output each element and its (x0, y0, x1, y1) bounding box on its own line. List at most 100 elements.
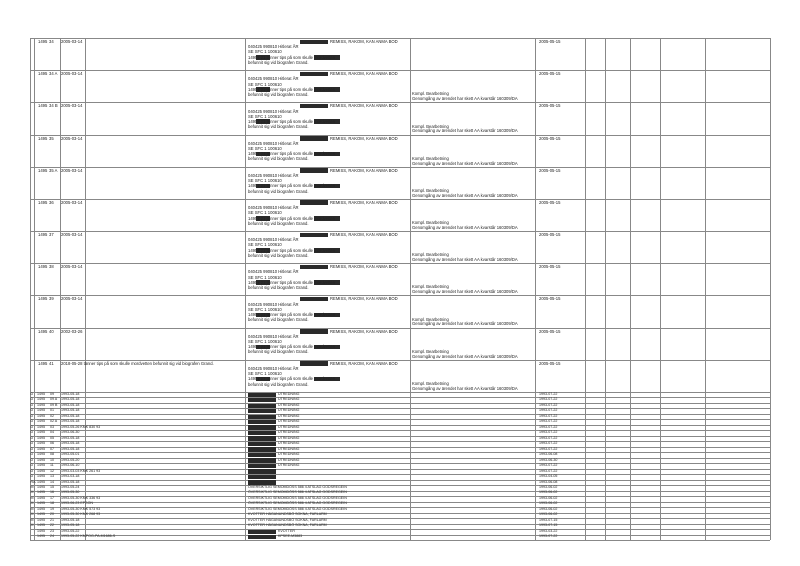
cell-date2: 1993-04-05 (539, 474, 558, 479)
cell-date2: 1993-06-08 (539, 479, 558, 484)
cell-date: 2005-03-14 (61, 71, 83, 77)
redaction (256, 119, 270, 124)
cell-number: 1495 (37, 391, 45, 396)
cell-number: 1495 (37, 397, 45, 402)
description-line: SE SFC 1 100610 (248, 210, 282, 216)
cell-sub: 16 (50, 490, 54, 495)
row-line (30, 359, 770, 361)
cell-date: 1993-05-30 KMK 268 93 (61, 512, 101, 517)
cell-date2: 1993-06-02 (539, 512, 558, 517)
description-line: befunnit sig vid biografen Grand. (248, 252, 309, 258)
description-line: befunnit sig vid biografen Grand. (248, 156, 309, 162)
description: KVOTTER HÄGANUNDSBÖ SOKNA, FARLARM (248, 523, 327, 528)
cell-number: 1495 (37, 413, 45, 418)
description-line: SE SFC 1 100610 (248, 242, 282, 248)
description-line: befunnit sig vid biografen Grand. (248, 317, 309, 323)
cell-date: 1993-05-30 (61, 490, 80, 495)
cell-number: 1495 (37, 534, 45, 539)
description-line: SE SFC 1 100610 (248, 306, 282, 312)
cell-mark: D (30, 424, 34, 429)
cell-date2: 1993-06-08 (539, 452, 558, 457)
note-line: Kompl. Bearbetning (412, 220, 449, 226)
redaction (300, 361, 328, 366)
redaction (248, 535, 276, 540)
row-line (30, 485, 770, 487)
cell-mark: D (30, 397, 34, 402)
cell-number: 1495 (37, 479, 45, 484)
cell-sub: 17 (50, 495, 54, 500)
row-line (30, 263, 770, 265)
row-line (30, 102, 770, 104)
cell-mark: M (30, 484, 34, 489)
column-line (585, 38, 586, 540)
note-line: Kompl. Bearbetning (412, 91, 449, 97)
description-line: REMISS, RAKOM, KAN ANMA BOD (330, 328, 398, 334)
column-line (630, 38, 631, 540)
cell-mark: D (30, 419, 34, 424)
cell-sub: 02 (50, 413, 54, 418)
cell-date2: 1993-07-22 (539, 534, 558, 539)
note-line: Kompl. Bearbetning (412, 348, 449, 354)
description: ÖVERSIKTLIG SEMOMDÖSS 586 4 ATSLAG GODSR… (248, 490, 347, 495)
cell-date2: 1993-07-15 (539, 523, 558, 528)
row-line (30, 424, 770, 426)
redaction (314, 216, 340, 221)
description-line: SE SFC 1 100610 (248, 274, 282, 280)
cell-mark: M (30, 490, 34, 495)
cell-mark: D (30, 435, 34, 440)
cell-date2: 1993-06-02 (539, 490, 558, 495)
cell-date2: 2005-05-15 (539, 360, 561, 366)
redaction (248, 458, 276, 463)
cell-number: 1495 (37, 468, 45, 473)
cell-date: 1993-05-18 (61, 419, 80, 424)
cell-date2: 1993-07-22 (539, 441, 558, 446)
description-line: befunnit sig vid biografen Grand. (248, 124, 309, 130)
description-line: REMISS, RAKOM, KAN ANMA BOD (330, 71, 398, 77)
note-line: Kompl. Bearbetning (412, 381, 449, 386)
cell-number: 1495 (37, 490, 45, 495)
cell-sub: 12 (50, 468, 54, 473)
cell-mark: D (30, 457, 34, 462)
cell-number: 1495 (38, 328, 48, 334)
cell-date: 1993-05-18 (61, 402, 80, 407)
cell-number: 1495 (38, 264, 48, 270)
description: UTREDNING (278, 430, 300, 435)
redaction (248, 430, 276, 436)
description: KVOTTER HÄGANUNDSBÖ SOKNA, FARLARM (248, 517, 327, 522)
cell-mark: RA (30, 479, 36, 484)
cell-date: 2005-03-14 (61, 296, 83, 302)
row-line (30, 529, 770, 531)
description-line: REMISS, RAKOM, KAN ANMA BOD (330, 167, 398, 173)
cell-sub: 07 (50, 446, 54, 451)
cell-mark: M (30, 495, 34, 500)
cell-number: 1495 (38, 199, 48, 205)
description: KVOTTER (278, 528, 295, 533)
cell-sub: 09 (50, 391, 54, 396)
note-line: Genomgång av ärendet har skett AA kvarst… (412, 160, 518, 166)
redaction (256, 151, 270, 157)
description-line: REMISS, RAKOM, KAN ANMA BOD (330, 199, 398, 205)
row-line (30, 457, 770, 459)
description: KPSEE-M3883 (278, 534, 303, 539)
cell-date: 1993-05-18 (61, 479, 80, 484)
note-line: Kompl. Bearbetning (412, 155, 449, 161)
row-line (30, 452, 770, 454)
description-line: 14957 21 tänner tips på som skulle mordv… (248, 118, 336, 124)
column-line (410, 38, 411, 540)
description-line: 040425 990810 Hitlerat ÅR (248, 76, 299, 82)
cell-number: 1495 (37, 463, 45, 468)
cell-date2: 1993-06-02 (539, 484, 558, 489)
row-line (30, 419, 770, 421)
note-line: Kompl. Bearbetning (412, 187, 449, 193)
cell-date2: 1993-06-30 (539, 457, 558, 462)
note-line: Genomgång av ärendet har skett AA kvarst… (412, 224, 518, 230)
description-line: 040425 990810 Hitlerat ÅR (248, 44, 299, 50)
description-line: befunnit sig vid biografen Grand. (248, 285, 309, 291)
cell-number: 1495 (37, 474, 45, 479)
cell-sub: 09 B (50, 402, 58, 407)
cell-date2: 1993-07-22 (539, 430, 558, 435)
row-line (30, 70, 770, 72)
cell-sub: 34 B (49, 103, 58, 109)
cell-sub: 34 (49, 39, 54, 44)
